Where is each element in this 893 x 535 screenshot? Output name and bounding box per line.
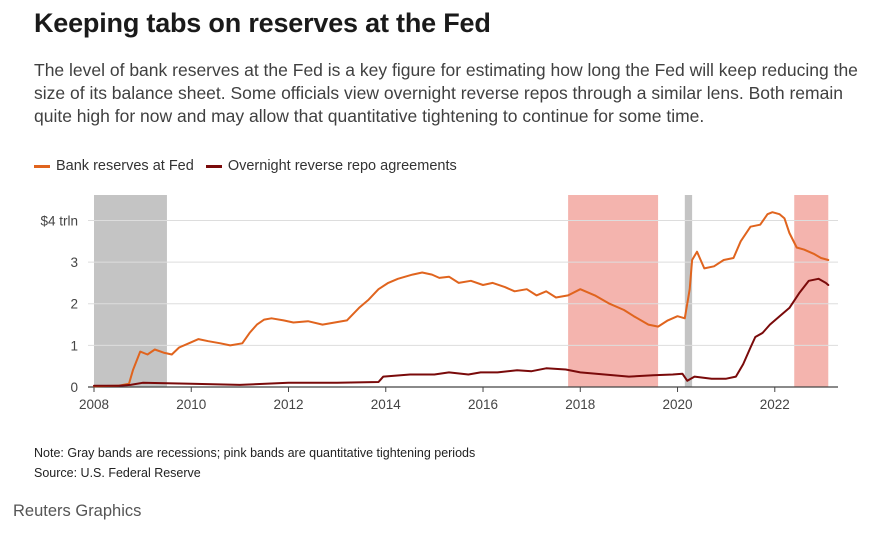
y-tick-label: 1 <box>70 338 78 353</box>
qt-band-1 <box>568 195 659 387</box>
x-tick-label: 2012 <box>273 397 303 412</box>
legend-swatch-reserves <box>34 164 50 168</box>
y-tick-label: 0 <box>70 380 78 395</box>
x-tick-label: 2022 <box>760 397 790 412</box>
legend-swatch-rrp <box>205 164 222 168</box>
legend-label-reserves: Bank reserves at Fed <box>56 158 194 174</box>
series-lines <box>93 211 830 388</box>
reserves-line <box>93 211 830 388</box>
note-text: Note: Gray bands are recessions; pink ba… <box>34 446 476 460</box>
y-tick-label: $4 trln <box>40 213 78 228</box>
recession-band-0 <box>94 195 167 387</box>
shaded-bands <box>94 195 829 387</box>
y-tick-label: 2 <box>70 297 78 312</box>
line-chart: 0 1 2 3 $4 trln 2008 2010 2012 2014 2016 2018 2020 2… <box>40 195 838 412</box>
qt-band-3 <box>794 195 829 387</box>
chart-title: Keeping tabs on reserves at the Fed <box>34 8 491 38</box>
source-text: Source: U.S. Federal Reserve <box>34 466 201 480</box>
gridlines <box>88 219 838 346</box>
x-tick-label: 2014 <box>371 397 402 412</box>
legend-item-rrp: Overnight reverse repo agreements <box>205 158 457 174</box>
x-tick-label: 2018 <box>565 397 595 412</box>
legend: Bank reserves at Fed Overnight reverse r… <box>34 158 469 174</box>
x-tick-label: 2016 <box>468 397 498 412</box>
footnote: Note: Gray bands are recessions; pink ba… <box>34 443 475 483</box>
credit-text: Reuters Graphics <box>13 502 142 520</box>
legend-label-rrp: Overnight reverse repo agreements <box>227 158 457 174</box>
legend-item-reserves: Bank reserves at Fed <box>34 158 194 174</box>
y-tick-label: 3 <box>70 255 78 270</box>
axes: 0 1 2 3 $4 trln 2008 2010 2012 2014 2016 2018 2020 2… <box>40 213 838 412</box>
x-tick-label: 2008 <box>79 397 109 412</box>
rrp-line <box>93 277 830 387</box>
x-tick-label: 2020 <box>663 397 693 412</box>
chart-subtitle: The level of bank reserves at the Fed is… <box>34 60 858 126</box>
x-tick-label: 2010 <box>176 397 206 412</box>
